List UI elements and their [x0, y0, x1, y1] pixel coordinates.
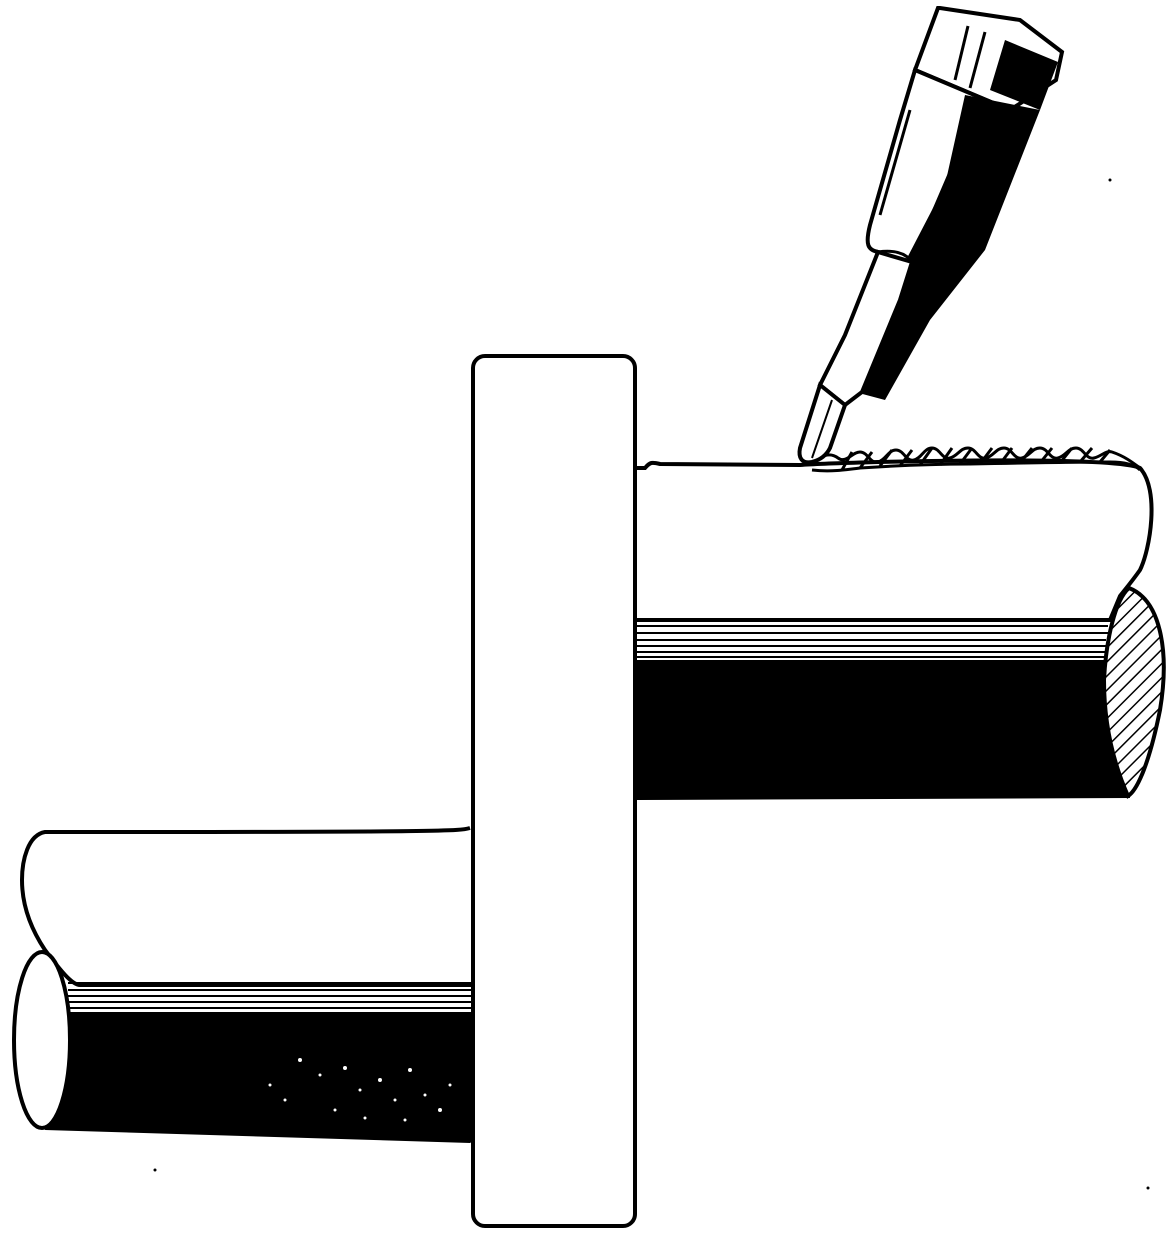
upper-rod-top: [628, 458, 1154, 622]
lower-rod-end: [12, 950, 72, 1130]
upper-rod-end: [1101, 585, 1166, 799]
torch-tip: [797, 381, 848, 465]
print-specks: [153, 178, 1150, 1190]
weld-bead: [810, 446, 1142, 473]
torch-cone: [817, 249, 915, 408]
lower-rod-highlight-lines: [68, 982, 475, 1009]
upper-rod: [628, 458, 1166, 800]
welding-torch: [797, 6, 1065, 465]
lower-rod: [12, 826, 475, 1143]
lower-rod-texture: [268, 1058, 452, 1122]
upper-rod-highlight-lines: [636, 625, 1108, 658]
upper-rod-shadow: [630, 660, 1130, 800]
lower-rod-shadow: [45, 1012, 475, 1143]
lower-rod-top: [19, 826, 475, 987]
flange-plate: [471, 354, 637, 1228]
